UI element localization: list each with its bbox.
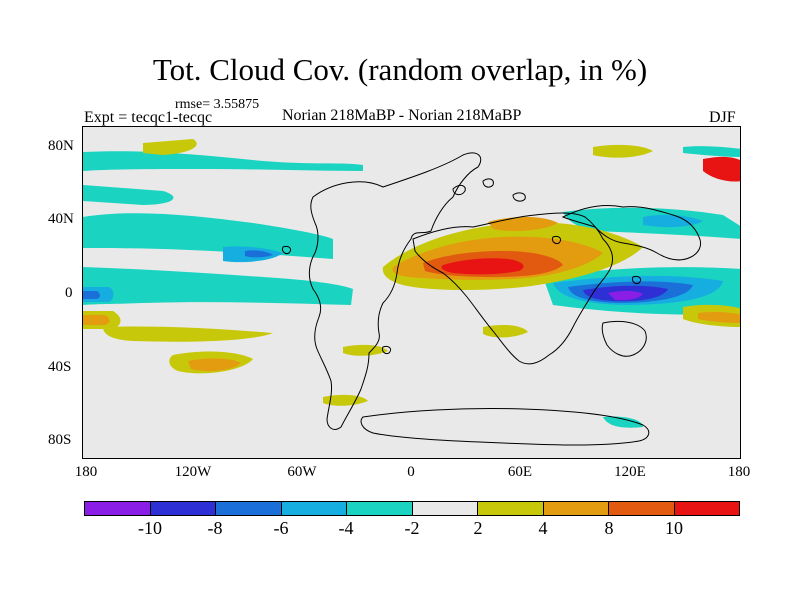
season-label: DJF bbox=[709, 109, 736, 126]
colorbar-label: 2 bbox=[473, 518, 483, 538]
lon-label-120e: 120E bbox=[614, 464, 646, 480]
colorbar-segment bbox=[478, 502, 544, 515]
lat-label-80n: 80N bbox=[48, 138, 74, 154]
lon-label-180e: 180 bbox=[727, 464, 751, 480]
lon-label-60e: 60E bbox=[507, 464, 533, 480]
map-field bbox=[83, 139, 740, 446]
colorbar-segment bbox=[543, 502, 609, 515]
lon-label-60w: 60W bbox=[287, 464, 317, 480]
colorbar-segment bbox=[150, 502, 216, 515]
colorbar-label: -4 bbox=[338, 518, 354, 538]
negative-anomaly-regions bbox=[83, 146, 740, 428]
colorbar-segment bbox=[281, 502, 347, 515]
lat-label-40n: 40N bbox=[48, 211, 74, 227]
colorbar-segment bbox=[85, 502, 151, 515]
colorbar-label: 4 bbox=[538, 518, 548, 538]
colorbar-label: 8 bbox=[604, 518, 614, 538]
colorbar-label: -10 bbox=[138, 518, 162, 538]
colorbar-label: -6 bbox=[273, 518, 289, 538]
colorbar-segment bbox=[347, 502, 413, 515]
lat-label-40s: 40S bbox=[48, 359, 72, 375]
colorbar-segment bbox=[609, 502, 675, 515]
colorbar bbox=[84, 501, 740, 516]
colorbar-label: 10 bbox=[665, 518, 683, 538]
period-label: Norian 218MaBP - Norian 218MaBP bbox=[282, 107, 522, 124]
lon-label-120w: 120W bbox=[174, 464, 212, 480]
experiment-label: Expt = tecqc1-tecqc bbox=[84, 109, 213, 126]
colorbar-segment bbox=[216, 502, 282, 515]
cloud-cover-map bbox=[82, 126, 741, 459]
colorbar-label: -2 bbox=[404, 518, 420, 538]
coastlines bbox=[282, 152, 702, 446]
lat-label-80s: 80S bbox=[48, 432, 72, 448]
lon-label-0: 0 bbox=[407, 464, 415, 480]
rmse-label: rmse= 3.55875 bbox=[175, 97, 260, 112]
colorbar-label: -8 bbox=[207, 518, 223, 538]
lon-label-180w: 180 bbox=[74, 464, 98, 480]
positive-anomaly-regions bbox=[83, 139, 740, 406]
plot-title: Tot. Cloud Cov. (random overlap, in %) bbox=[152, 52, 648, 87]
lat-label-0: 0 bbox=[65, 285, 73, 301]
colorbar-segment bbox=[412, 502, 478, 515]
colorbar-segment bbox=[674, 502, 739, 515]
